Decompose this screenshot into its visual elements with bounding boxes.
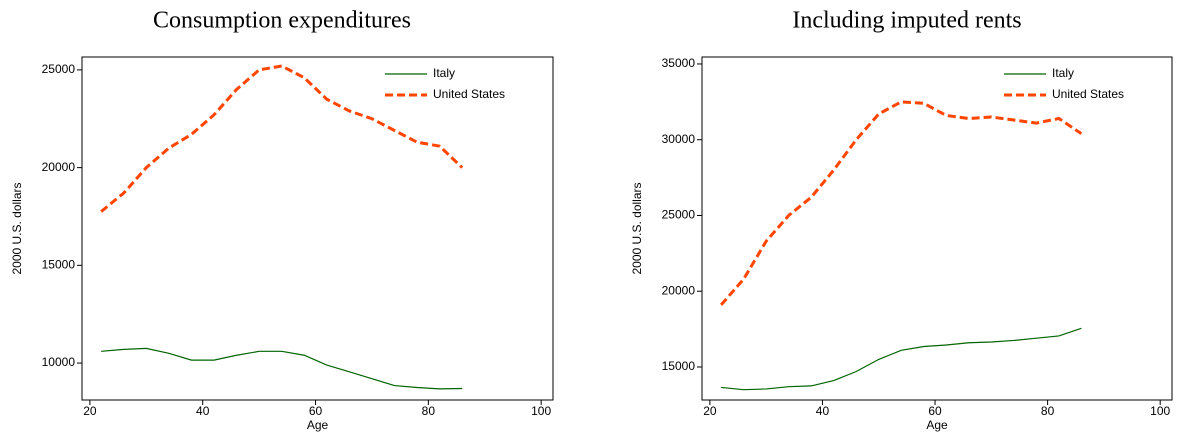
legend-label: United States [1052, 87, 1124, 101]
x-tick-label: 20 [703, 404, 717, 418]
plot-frame [701, 56, 1173, 401]
y-tick-label: 25000 [662, 208, 696, 222]
y-tick-label: 15000 [662, 359, 696, 373]
y-axis-label: 2000 U.S. dollars [10, 182, 24, 274]
x-tick-label: 60 [928, 404, 942, 418]
x-tick-label: 100 [531, 404, 551, 418]
legend-label: Italy [1052, 66, 1074, 80]
y-axis-label: 2000 U.S. dollars [630, 182, 644, 274]
chart-title: Consumption expenditures [153, 8, 411, 34]
data-line [100, 64, 464, 213]
chart: Consumption expenditures 10000 15000 20000 2… [10, 8, 554, 432]
y-tick-label: 35000 [662, 56, 696, 70]
y-tick-label: 10000 [42, 355, 76, 369]
chart: Including imputed rents 15000 20000 25000 30… [630, 8, 1173, 432]
x-tick-label: 20 [83, 404, 97, 418]
x-tick-label: 100 [1150, 404, 1170, 418]
x-tick-label: 60 [309, 404, 323, 418]
y-tick-label: 15000 [42, 258, 76, 272]
y-tick-label: 20000 [42, 160, 76, 174]
legend-label: Italy [433, 66, 455, 80]
y-tick-label: 20000 [662, 283, 696, 297]
data-line [101, 347, 463, 390]
y-tick-label: 30000 [662, 132, 696, 146]
plot-frame [81, 56, 554, 401]
x-tick-label: 80 [1041, 404, 1055, 418]
data-line [721, 327, 1082, 391]
y-tick-label: 25000 [42, 62, 76, 76]
x-tick-label: 40 [816, 404, 830, 418]
data-line [720, 100, 1083, 306]
legend-label: United States [433, 87, 505, 101]
x-tick-label: 80 [422, 404, 436, 418]
chart-title: Including imputed rents [792, 8, 1021, 34]
x-tick-label: 40 [196, 404, 210, 418]
x-axis-label: Age [307, 418, 329, 432]
x-axis-label: Age [926, 418, 948, 432]
